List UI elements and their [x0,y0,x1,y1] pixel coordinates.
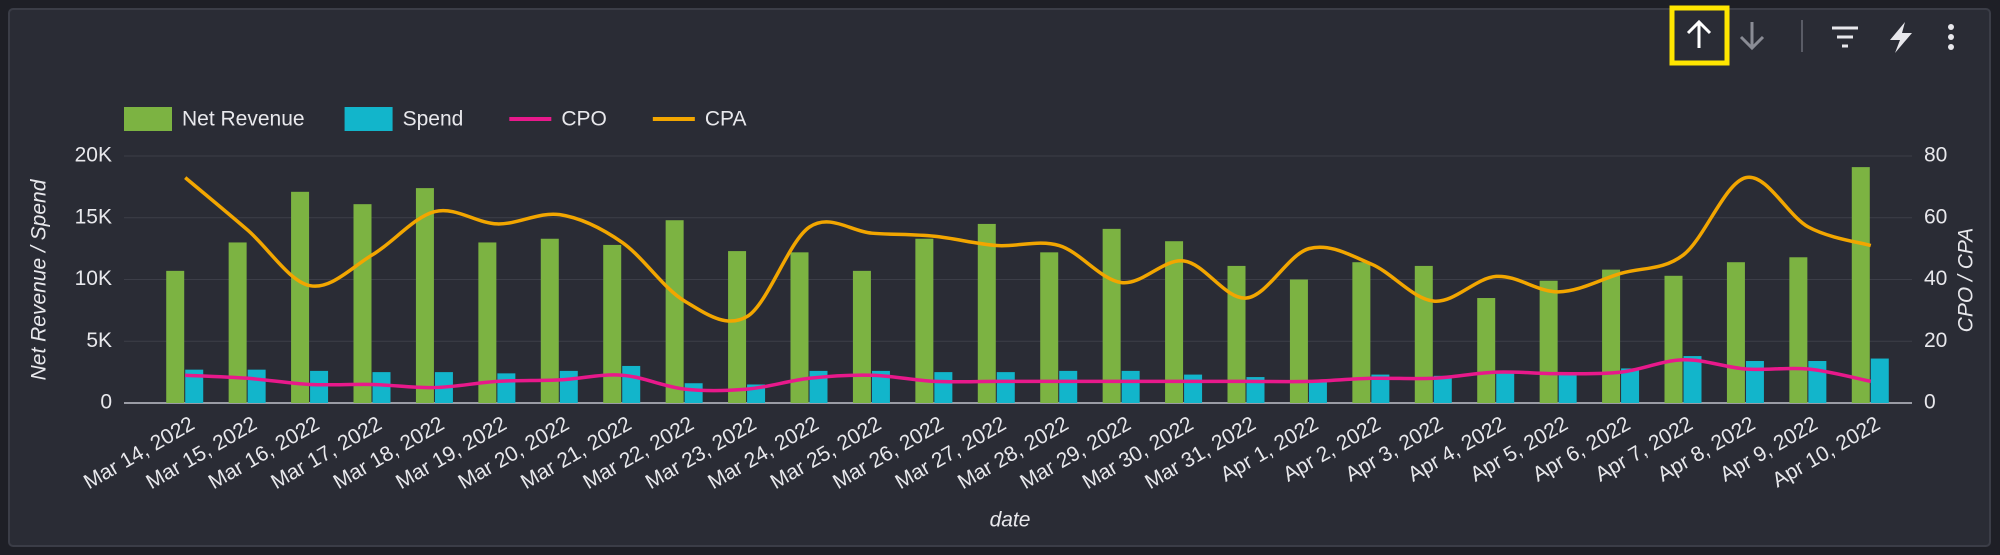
legend-label: CPA [705,108,747,131]
bar [166,270,185,403]
bar [1621,368,1640,403]
bar [478,242,497,403]
line [185,358,1872,393]
bar [1558,374,1577,403]
menu-icon[interactable] [1948,44,1954,50]
bar [1059,370,1078,403]
bar [353,204,372,403]
menu-icon[interactable] [1948,34,1954,40]
legend-swatch [344,107,393,131]
bar [1496,372,1515,403]
bar [871,370,890,403]
bar [665,220,684,403]
legend-swatch [124,107,172,131]
legend-label: Net Revenue [182,108,305,131]
x-axis-title: date [990,509,1031,532]
y2-tick-label: 20 [1924,329,1947,352]
legend-label: CPO [561,108,607,131]
bar [684,383,703,403]
bar [1789,257,1808,403]
bar [996,372,1015,403]
bar [559,370,578,403]
bar [1477,298,1496,403]
bar [622,365,641,403]
bar [372,372,391,403]
bar [228,242,247,403]
y2-tick-label: 60 [1924,205,1947,228]
y-tick-label: 20K [75,144,112,167]
bar [852,270,871,403]
panel [8,8,1991,547]
filter-icon[interactable] [1832,26,1858,48]
bar [1121,370,1140,403]
legend-label: Spend [403,108,464,131]
bar [790,252,809,403]
bar [1414,265,1433,403]
bar [728,251,747,403]
bar [1040,252,1059,403]
bar [540,238,559,403]
bar [1808,361,1827,403]
bar [1246,377,1265,403]
bar [1851,167,1870,403]
toolbar [1669,5,1954,66]
sort-up-icon[interactable] [1686,19,1712,48]
bar [603,244,622,403]
bar [1870,358,1889,403]
bar [415,188,434,403]
y2-axis-title: CPO / CPA [1955,228,1978,333]
bar [977,223,996,403]
y-tick-label: 15K [75,205,112,228]
bar [310,370,329,403]
lightning-icon[interactable] [1890,22,1912,53]
bar [1184,374,1203,403]
bar [291,191,310,403]
y2-tick-label: 80 [1924,144,1947,167]
bar [185,369,204,403]
bar [1602,269,1621,403]
y2-tick-label: 40 [1924,267,1947,290]
bar [1289,279,1308,403]
bar [1352,262,1371,403]
bar [1539,280,1558,403]
y-tick-label: 10K [75,267,112,290]
bar [497,373,516,403]
bar [1433,375,1452,403]
sort-down-icon[interactable] [1739,22,1765,51]
bar [1308,380,1327,403]
y2-tick-label: 0 [1924,391,1936,414]
bar [1664,275,1683,403]
y-tick-label: 0 [100,391,112,414]
bar [1745,361,1764,403]
y-axis-title: Net Revenue / Spend [28,178,51,380]
highlight-box [1669,5,1730,66]
bar [934,372,953,403]
menu-icon[interactable] [1948,24,1954,30]
bar [247,369,266,403]
line [184,175,1872,323]
y-tick-label: 5K [86,329,112,352]
bar [1165,241,1184,403]
bar [915,238,934,403]
bar [1102,228,1121,403]
bar [1227,265,1246,403]
bar [1683,356,1702,403]
bar [1371,374,1390,403]
bar [1726,262,1745,403]
